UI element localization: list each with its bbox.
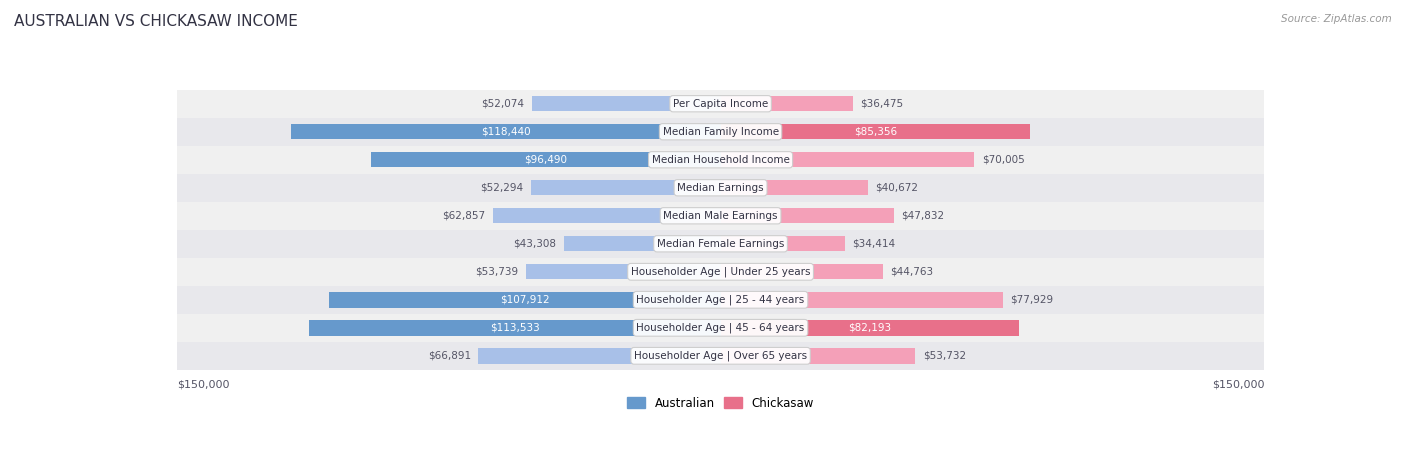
Text: $52,294: $52,294 — [481, 183, 523, 193]
Text: Median Female Earnings: Median Female Earnings — [657, 239, 785, 249]
Text: Median Family Income: Median Family Income — [662, 127, 779, 137]
Text: $40,672: $40,672 — [876, 183, 918, 193]
Text: $44,763: $44,763 — [890, 267, 934, 277]
Text: $150,000: $150,000 — [1212, 380, 1264, 389]
Bar — [721, 124, 1031, 140]
Text: $77,929: $77,929 — [1011, 295, 1053, 305]
Bar — [721, 180, 868, 196]
Bar — [721, 320, 1018, 335]
Bar — [177, 314, 1264, 342]
Text: $96,490: $96,490 — [524, 155, 567, 165]
Text: $85,356: $85,356 — [853, 127, 897, 137]
Bar — [371, 152, 721, 168]
Bar — [177, 342, 1264, 370]
Bar — [177, 202, 1264, 230]
Text: $70,005: $70,005 — [981, 155, 1025, 165]
Bar — [177, 146, 1264, 174]
Text: $118,440: $118,440 — [481, 127, 530, 137]
Bar — [291, 124, 721, 140]
Text: Per Capita Income: Per Capita Income — [673, 99, 768, 109]
Text: $53,732: $53,732 — [922, 351, 966, 361]
Text: $82,193: $82,193 — [848, 323, 891, 333]
Text: Householder Age | 25 - 44 years: Householder Age | 25 - 44 years — [637, 295, 804, 305]
Bar — [478, 348, 721, 363]
Bar — [721, 236, 845, 252]
Text: $66,891: $66,891 — [427, 351, 471, 361]
Text: Median Household Income: Median Household Income — [651, 155, 790, 165]
Text: Householder Age | 45 - 64 years: Householder Age | 45 - 64 years — [637, 323, 804, 333]
Bar — [721, 208, 894, 224]
Bar — [177, 174, 1264, 202]
Text: Source: ZipAtlas.com: Source: ZipAtlas.com — [1281, 14, 1392, 24]
Bar — [721, 264, 883, 279]
Bar — [177, 258, 1264, 286]
Text: $34,414: $34,414 — [852, 239, 896, 249]
Bar — [329, 292, 721, 307]
Text: Median Earnings: Median Earnings — [678, 183, 763, 193]
Bar — [309, 320, 721, 335]
Bar — [177, 90, 1264, 118]
Bar — [492, 208, 721, 224]
Text: $47,832: $47,832 — [901, 211, 945, 221]
Text: $62,857: $62,857 — [443, 211, 485, 221]
Text: Householder Age | Under 25 years: Householder Age | Under 25 years — [631, 267, 810, 277]
Legend: Australian, Chickasaw: Australian, Chickasaw — [623, 392, 818, 414]
Text: $150,000: $150,000 — [177, 380, 229, 389]
Bar — [526, 264, 721, 279]
Text: $43,308: $43,308 — [513, 239, 557, 249]
Bar — [531, 96, 721, 112]
Bar — [177, 230, 1264, 258]
Text: $107,912: $107,912 — [501, 295, 550, 305]
Bar — [721, 96, 853, 112]
Bar — [177, 286, 1264, 314]
Bar — [721, 152, 974, 168]
Text: $113,533: $113,533 — [489, 323, 540, 333]
Bar — [564, 236, 721, 252]
Bar — [721, 348, 915, 363]
Bar — [721, 292, 1002, 307]
Text: Median Male Earnings: Median Male Earnings — [664, 211, 778, 221]
Text: $36,475: $36,475 — [860, 99, 903, 109]
Text: $52,074: $52,074 — [481, 99, 524, 109]
Text: $53,739: $53,739 — [475, 267, 519, 277]
Bar — [177, 118, 1264, 146]
Text: Householder Age | Over 65 years: Householder Age | Over 65 years — [634, 351, 807, 361]
Bar — [531, 180, 721, 196]
Text: AUSTRALIAN VS CHICKASAW INCOME: AUSTRALIAN VS CHICKASAW INCOME — [14, 14, 298, 29]
